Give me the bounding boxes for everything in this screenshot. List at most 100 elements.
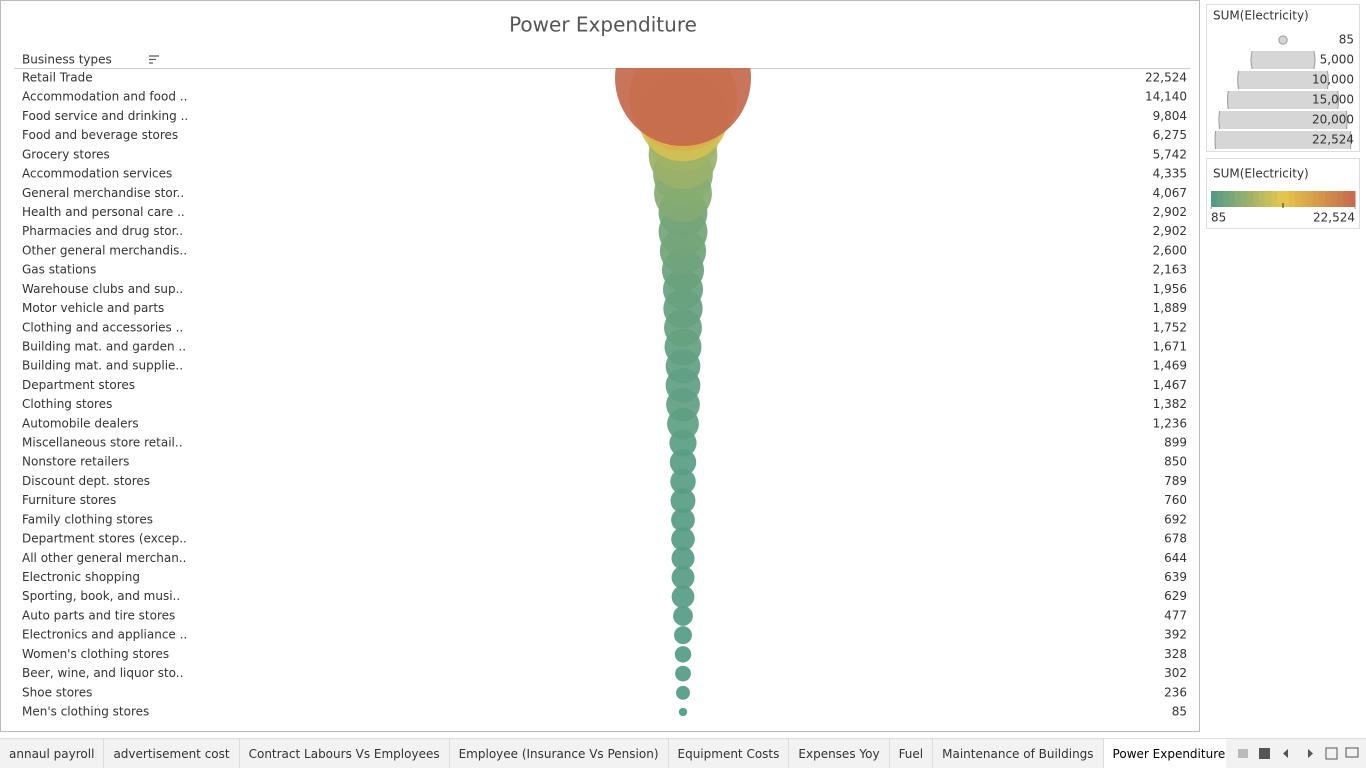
column-header[interactable]: Business types	[22, 53, 112, 67]
value-label: 678	[1164, 532, 1187, 546]
value-label: 899	[1164, 436, 1187, 450]
color-step	[1271, 191, 1278, 207]
row-label: Building mat. and garden ..	[22, 339, 186, 353]
row-label: Gas stations	[22, 263, 96, 277]
row-label: Sporting, book, and musi..	[22, 589, 180, 603]
legend-title: SUM(Electricity)	[1213, 9, 1309, 23]
value-label: 1,671	[1153, 339, 1187, 353]
chart-panel	[0, 0, 1200, 732]
sheet-tab[interactable]: Contract Labours Vs Employees	[240, 739, 450, 768]
size-label: 10,000	[1312, 73, 1354, 87]
row-label: Discount dept. stores	[22, 474, 150, 488]
tab-strip: annaul payroll advertisement cost Contract…	[0, 739, 1226, 768]
row-label: Men's clothing stores	[22, 705, 149, 719]
value-label: 789	[1164, 474, 1187, 488]
sheet-tab[interactable]: Equipment Costs	[669, 739, 790, 768]
value-label: 4,335	[1153, 167, 1187, 181]
bubble	[670, 468, 696, 495]
color-step	[1223, 191, 1230, 207]
value-label: 6,275	[1153, 128, 1187, 142]
row-label: Clothing stores	[22, 397, 112, 411]
sheet-tab[interactable]: Maintenance of Buildings	[933, 739, 1104, 768]
bubbles	[615, 68, 751, 717]
row-label: Warehouse clubs and sup..	[22, 282, 183, 296]
dashboard: Power Expenditure Business types SUM(Ele…	[0, 0, 1360, 732]
row-label: Retail Trade	[22, 71, 93, 85]
color-step	[1235, 191, 1242, 207]
bubble	[615, 68, 751, 146]
sort-icon[interactable]	[149, 55, 159, 64]
bubble	[674, 646, 692, 663]
value-label: 1,236	[1153, 416, 1187, 430]
size-label: 15,000	[1312, 93, 1354, 107]
sheet-tab[interactable]: Employee (Insurance Vs Pension)	[450, 739, 669, 768]
color-step	[1349, 191, 1356, 207]
value-label: 850	[1164, 455, 1187, 469]
row-label: Accommodation and food ..	[22, 90, 187, 104]
bubble	[670, 488, 696, 514]
row-label: Clothing and accessories ..	[22, 320, 183, 334]
row-label: Women's clothing stores	[22, 647, 169, 661]
value-label: 22,524	[1145, 71, 1187, 85]
value-label: 5,742	[1153, 147, 1187, 161]
size-swatch	[1227, 91, 1339, 109]
value-label: 1,467	[1153, 378, 1187, 392]
size-swatch	[1250, 51, 1316, 69]
sheet-tab[interactable]: advertisement cost	[104, 739, 240, 768]
value-label: 1,469	[1153, 359, 1187, 373]
row-label: Miscellaneous store retail..	[22, 436, 183, 450]
sheet-tab[interactable]: Expenses Yoy	[789, 739, 890, 768]
color-step	[1301, 191, 1308, 207]
size-swatch	[1237, 71, 1329, 89]
color-step	[1295, 191, 1302, 207]
size-swatch	[1214, 131, 1352, 149]
value-label: 236	[1164, 685, 1187, 699]
row-label: Building mat. and supplie..	[22, 359, 183, 373]
color-step	[1307, 191, 1314, 207]
bubble	[674, 626, 692, 645]
row-label: Electronics and appliance ..	[22, 628, 187, 642]
value-label: 4,067	[1153, 186, 1187, 200]
sheet-tabs: annaul payroll advertisement cost Contract…	[0, 738, 1366, 768]
row-label: Auto parts and tire stores	[22, 608, 175, 622]
bubble	[671, 585, 695, 609]
value-label: 2,163	[1153, 263, 1187, 277]
row-label: Grocery stores	[22, 147, 110, 161]
color-step	[1265, 191, 1272, 207]
value-label: 1,956	[1153, 282, 1187, 296]
row-label: Shoe stores	[22, 685, 92, 699]
color-step	[1253, 191, 1260, 207]
row-label: Accommodation services	[22, 167, 172, 181]
color-step	[1283, 191, 1290, 207]
sheet-tab[interactable]: Power Expenditure	[1103, 739, 1226, 768]
row-label: Other general merchandis..	[22, 243, 187, 257]
size-label: 22,524	[1312, 133, 1354, 147]
bubble	[671, 566, 695, 589]
bubble	[669, 449, 697, 476]
row-label: Motor vehicle and parts	[22, 301, 164, 315]
sheet-tab[interactable]: annaul payroll	[0, 739, 105, 768]
row-label: Automobile dealers	[22, 416, 139, 430]
row-label: Health and personal care ..	[22, 205, 185, 219]
value-label: 760	[1164, 493, 1187, 507]
color-step	[1319, 191, 1326, 207]
row-label: Nonstore retailers	[22, 455, 129, 469]
color-step	[1325, 191, 1332, 207]
bubble	[673, 606, 693, 626]
nav-controls[interactable]	[1226, 739, 1366, 769]
value-label: 644	[1164, 551, 1187, 565]
color-step	[1331, 191, 1338, 207]
size-label: 85	[1339, 33, 1354, 47]
bubble	[671, 546, 695, 570]
bubble	[676, 685, 690, 700]
color-tick-label: 22,524	[1313, 211, 1355, 225]
value-label: 477	[1164, 608, 1187, 622]
row-label: Beer, wine, and liquor sto..	[22, 666, 183, 680]
sheet-tab[interactable]: Fuel	[890, 739, 934, 768]
color-step	[1241, 191, 1248, 207]
row-label: Pharmacies and drug stor..	[22, 224, 183, 238]
bubble	[675, 665, 691, 682]
chart-title: Power Expenditure	[509, 13, 697, 37]
value-label: 1,889	[1153, 301, 1187, 315]
size-label: 5,000	[1320, 53, 1354, 67]
